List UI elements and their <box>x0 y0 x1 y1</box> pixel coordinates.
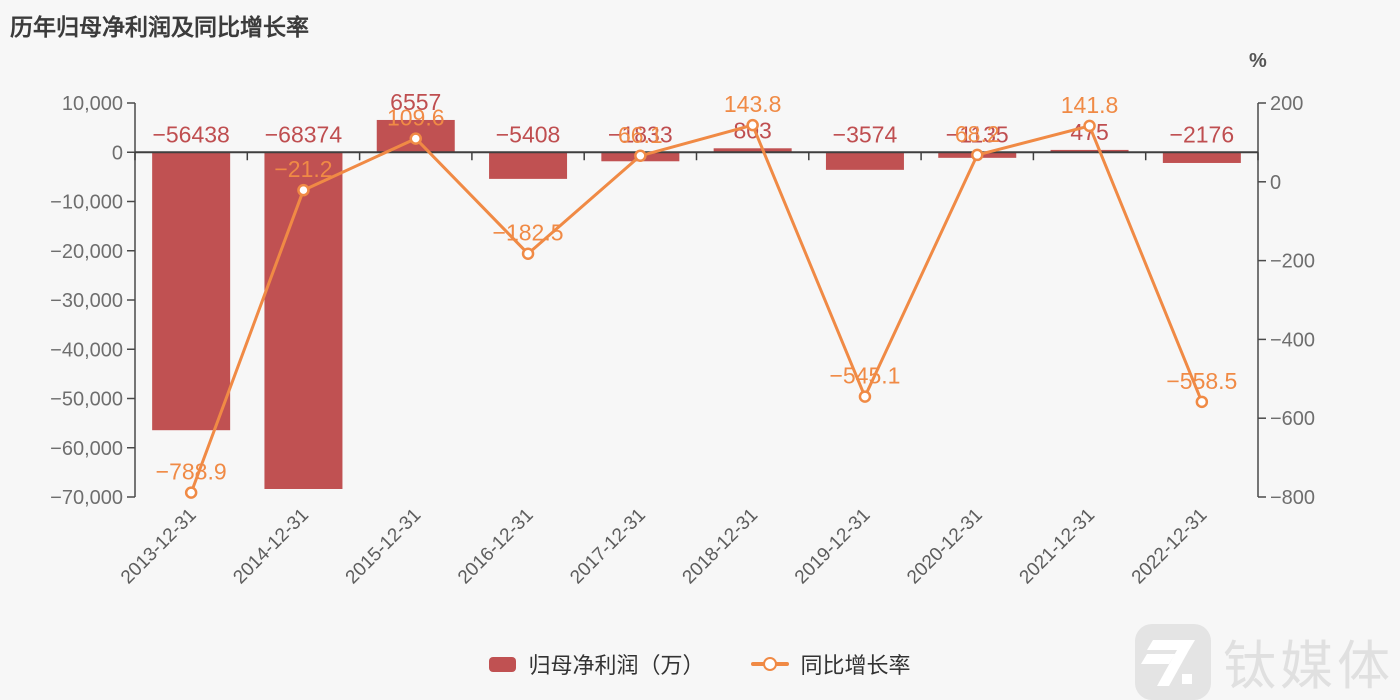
bar-value-label: −56438 <box>152 121 229 147</box>
left-axis-tick-label: −70,000 <box>50 487 123 509</box>
line-value-label: −545.1 <box>829 363 900 389</box>
right-axis-tick-label: 200 <box>1270 93 1303 115</box>
line-marker-2013-12-31[interactable] <box>184 486 198 499</box>
left-axis-tick-label: −40,000 <box>50 339 123 361</box>
legend-item-growth-rate[interactable]: 同比增长率 <box>750 648 911 680</box>
line-marker-2019-12-31[interactable] <box>858 390 872 403</box>
line-marker-2018-12-31[interactable] <box>746 118 759 132</box>
line-value-label: 68.2 <box>955 121 1000 147</box>
line-value-label: 143.8 <box>724 91 782 117</box>
bar-2013-12-31[interactable] <box>152 152 231 431</box>
line-value-label: 141.8 <box>1061 92 1119 118</box>
right-axis-unit-label: % <box>1249 50 1267 72</box>
bar-2018-12-31[interactable] <box>713 148 792 153</box>
left-axis-tick-label: −10,000 <box>50 192 123 214</box>
line-value-label: −182.5 <box>493 220 564 246</box>
legend-label-growth-rate: 同比增长率 <box>800 653 911 678</box>
bar-2021-12-31[interactable] <box>1050 149 1129 153</box>
watermark-text: 钛媒体 <box>1223 637 1394 696</box>
x-axis-label-2016-12-31: 2016-12-31 <box>454 505 538 589</box>
bar-series-swatch-icon <box>489 656 517 672</box>
chart-title: 历年归母净利润及同比增长率 <box>10 14 309 40</box>
x-axis-label-2020-12-31: 2020-12-31 <box>903 505 987 589</box>
legend-item-net-profit[interactable]: 归母净利润（万） <box>489 648 705 680</box>
bar-2016-12-31[interactable] <box>489 152 568 179</box>
chart-legend: 归母净利润（万） 同比增长率 <box>0 648 1400 680</box>
bar-value-label: −1833 <box>608 121 673 147</box>
right-axis-tick-label: −200 <box>1270 251 1315 273</box>
bar-2019-12-31[interactable] <box>825 152 904 170</box>
watermark: 钛媒体 <box>1135 624 1394 700</box>
line-value-label: −788.9 <box>156 459 227 485</box>
line-marker-2015-12-31[interactable] <box>409 132 422 145</box>
growth-rate-line <box>189 123 1204 494</box>
left-axis-tick-label: −50,000 <box>50 389 123 411</box>
line-value-label: −21.2 <box>274 156 332 182</box>
bar-2014-12-31[interactable] <box>264 152 343 489</box>
line-value-label: 66.1 <box>618 122 663 148</box>
right-axis-tick-label: −400 <box>1270 329 1315 351</box>
left-axis-tick-label: −20,000 <box>50 241 123 263</box>
tmtpost-logo-icon <box>1135 624 1211 700</box>
bar-value-label: −2176 <box>1170 121 1235 147</box>
left-axis-tick-label: −60,000 <box>50 438 123 460</box>
right-axis-tick-label: −800 <box>1270 487 1315 509</box>
line-series-swatch-icon <box>750 657 789 671</box>
legend-label-net-profit: 归母净利润（万） <box>528 653 705 678</box>
line-marker-2021-12-31[interactable] <box>1083 119 1096 133</box>
x-axis-label-2022-12-31: 2022-12-31 <box>1128 505 1212 589</box>
left-axis-tick-label: −30,000 <box>50 290 123 312</box>
x-axis-label-2017-12-31: 2017-12-31 <box>566 505 650 589</box>
x-axis-label-2021-12-31: 2021-12-31 <box>1016 505 1100 589</box>
x-axis-label-2013-12-31: 2013-12-31 <box>117 505 201 589</box>
bar-value-label: −1135 <box>946 121 1009 147</box>
right-axis-tick-label: 0 <box>1270 172 1281 194</box>
bar-2022-12-31[interactable] <box>1162 152 1241 163</box>
x-axis-label-2018-12-31: 2018-12-31 <box>679 505 763 589</box>
line-marker-2017-12-31[interactable] <box>634 149 647 163</box>
line-marker-2016-12-31[interactable] <box>521 247 535 260</box>
bar-value-label: 6557 <box>390 89 441 115</box>
line-marker-icon <box>762 657 777 671</box>
right-axis-tick-label: −600 <box>1270 408 1315 430</box>
x-axis-label-2019-12-31: 2019-12-31 <box>791 505 875 589</box>
line-marker-2014-12-31[interactable] <box>297 183 310 197</box>
bar-value-label: −3574 <box>833 121 898 147</box>
x-axis-label-2014-12-31: 2014-12-31 <box>229 505 313 589</box>
left-axis-tick-label: 10,000 <box>62 93 123 115</box>
line-marker-2022-12-31[interactable] <box>1195 395 1209 409</box>
line-value-label: 109.6 <box>387 105 445 131</box>
left-axis-tick-label: 0 <box>112 142 123 164</box>
bar-value-label: −5408 <box>496 121 561 147</box>
line-value-label: −558.5 <box>1166 368 1237 394</box>
x-axis-label-2015-12-31: 2015-12-31 <box>342 505 426 589</box>
bar-value-label: −68374 <box>265 121 343 147</box>
line-marker-2020-12-31[interactable] <box>971 148 984 162</box>
